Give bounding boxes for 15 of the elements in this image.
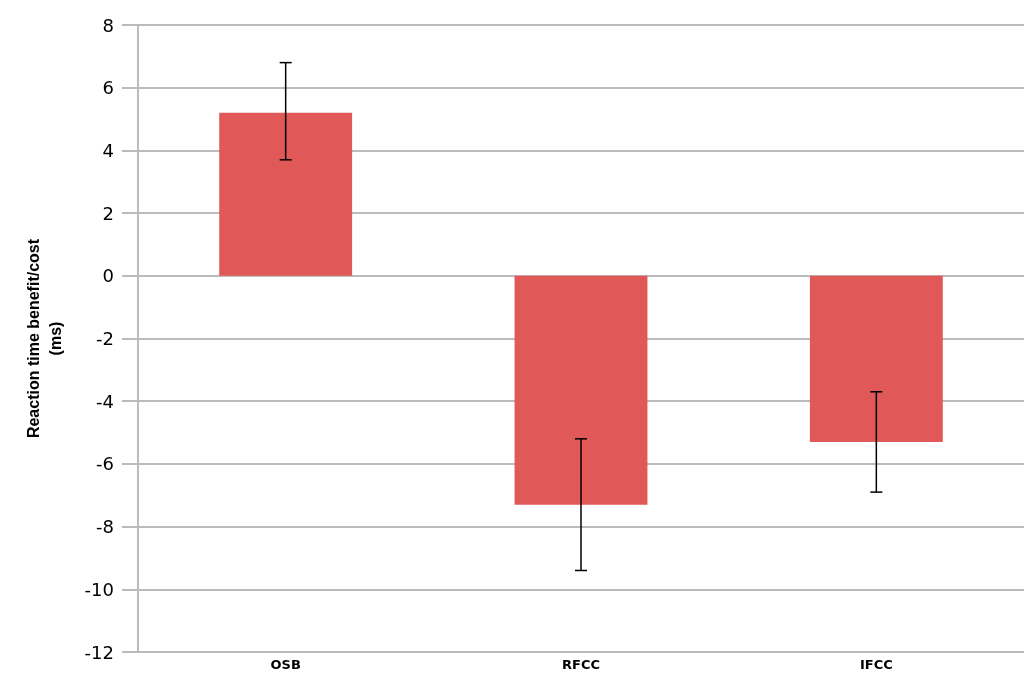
x-tick-label: IFCC	[859, 657, 893, 672]
y-tick-label: -8	[96, 516, 114, 538]
y-tick-label: 0	[102, 265, 114, 287]
y-tick-label: 2	[102, 202, 114, 224]
y-tick-label: -6	[96, 453, 114, 475]
y-tick-label: -4	[96, 390, 114, 412]
y-tick-label: 4	[102, 139, 114, 161]
y-axis-title: Reaction time benefit/cost (ms)	[24, 238, 64, 439]
y-tick-label: -10	[84, 578, 114, 600]
y-tick-label: -2	[96, 328, 114, 349]
y-tick-label: 6	[102, 77, 114, 99]
y-tick-label: 8	[102, 14, 114, 36]
x-tick-label: OSB	[270, 657, 301, 672]
x-tick-label: RFCC	[562, 657, 600, 672]
y-tick-label: -12	[84, 641, 114, 663]
